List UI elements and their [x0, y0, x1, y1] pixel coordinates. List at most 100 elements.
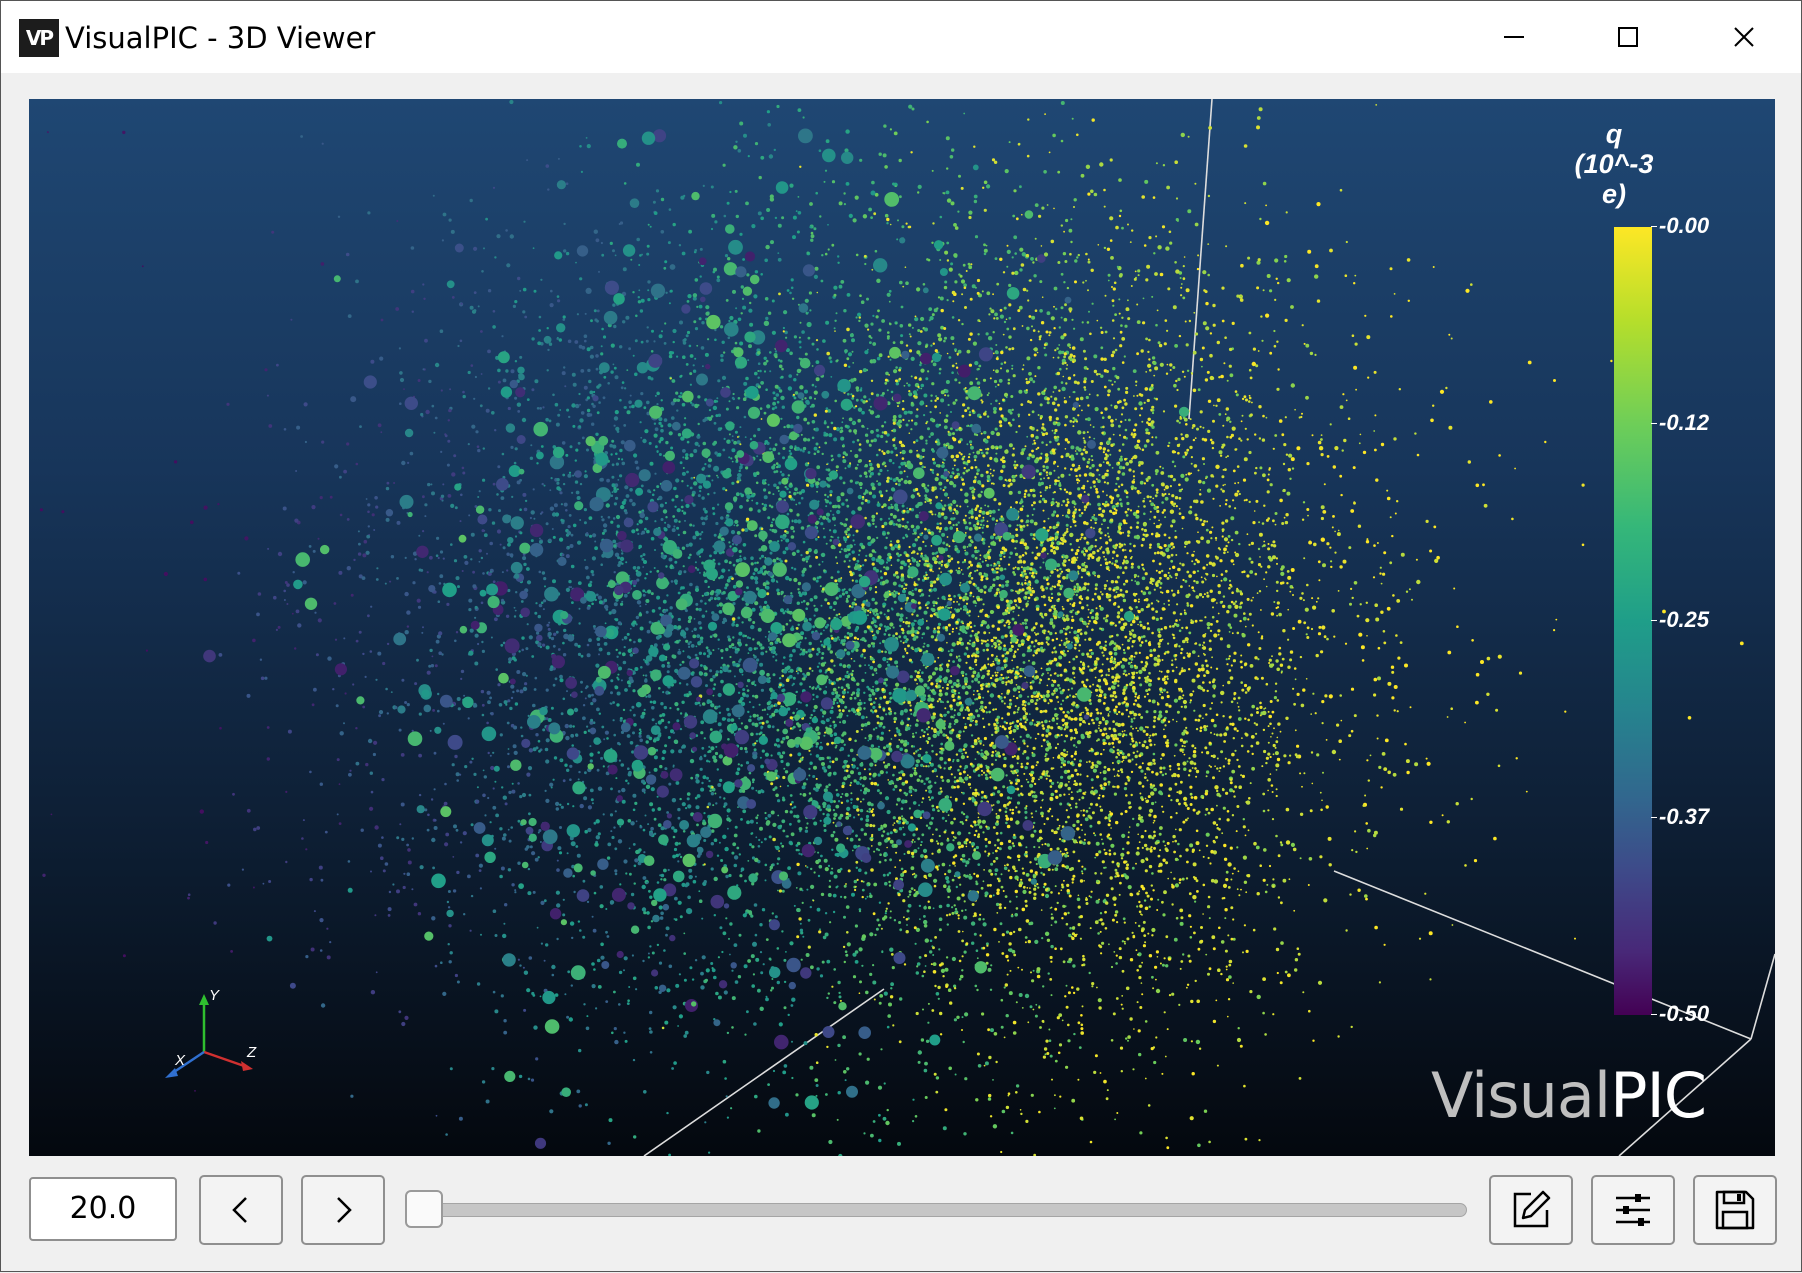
particle [908, 528, 910, 530]
particle [1020, 528, 1024, 532]
particle [320, 949, 323, 952]
particle [1000, 315, 1004, 319]
minimize-button[interactable] [1459, 1, 1569, 73]
particle [859, 1052, 862, 1055]
particle [817, 666, 819, 668]
particle [760, 765, 764, 769]
particle [672, 855, 676, 859]
particle [886, 771, 888, 773]
particle [526, 773, 530, 777]
particle [587, 644, 590, 647]
particle [1247, 257, 1250, 260]
particle [898, 921, 901, 924]
particle [584, 521, 587, 524]
particle [555, 403, 559, 407]
particle [904, 749, 908, 753]
particle [1071, 642, 1073, 644]
particle [436, 1115, 438, 1117]
particle [1073, 1033, 1075, 1035]
particle [1008, 379, 1011, 382]
particle [1312, 434, 1314, 436]
particle [1146, 710, 1149, 713]
particle [597, 310, 600, 313]
particle [487, 691, 491, 695]
particle [940, 842, 943, 845]
particle [617, 674, 619, 676]
particle [571, 534, 574, 537]
particle [796, 374, 798, 376]
particle [1225, 245, 1227, 247]
particle [836, 789, 838, 791]
particle [664, 726, 667, 729]
particle [492, 325, 496, 329]
particle [956, 505, 958, 507]
particle [1143, 921, 1146, 924]
particle [815, 549, 818, 552]
particle [1084, 868, 1087, 871]
particle [645, 517, 649, 521]
particle [1119, 498, 1122, 501]
particle [553, 684, 556, 687]
particle [725, 583, 729, 587]
particle [441, 389, 443, 391]
particle [860, 387, 862, 389]
particle [596, 637, 600, 641]
particle [647, 280, 650, 283]
particle [547, 349, 549, 351]
particle [951, 686, 954, 689]
particle [507, 765, 510, 768]
particle [705, 312, 709, 316]
particle [766, 586, 770, 590]
particle [790, 810, 793, 813]
particle [589, 516, 593, 520]
particle [653, 700, 657, 704]
particle [1170, 799, 1172, 801]
particle [751, 954, 755, 958]
particle [704, 880, 707, 883]
particle [769, 370, 771, 372]
particle [706, 646, 709, 649]
particle [724, 438, 726, 440]
particle [666, 594, 668, 596]
particle [887, 331, 890, 334]
particle [1013, 1031, 1017, 1035]
particle [538, 856, 540, 858]
particle [830, 871, 834, 875]
particle [1283, 443, 1286, 446]
particle [1069, 631, 1071, 633]
3d-render-viewport[interactable]: Y Z X q (10^-3 e) -0.00 -0.12 -0.25 -0.3… [29, 99, 1775, 1156]
particle [791, 998, 795, 1002]
particle [587, 653, 591, 657]
particle [632, 731, 635, 734]
particle [1167, 555, 1171, 559]
particle [804, 1041, 808, 1045]
particle [849, 634, 852, 637]
particle [1065, 821, 1068, 824]
particle [980, 520, 983, 523]
particle [319, 918, 323, 922]
particle [574, 643, 578, 647]
particle [693, 293, 697, 297]
particle [772, 823, 776, 827]
particle [1270, 700, 1273, 703]
particle [1331, 609, 1335, 613]
particle [925, 377, 928, 380]
particle [799, 827, 803, 831]
particle [1038, 846, 1040, 848]
particle [735, 431, 738, 434]
particle [371, 990, 375, 994]
particle [961, 323, 963, 325]
maximize-button[interactable] [1573, 1, 1683, 73]
particle [1009, 317, 1012, 320]
close-button[interactable] [1689, 1, 1799, 73]
particle [795, 504, 797, 506]
particle [671, 826, 675, 830]
particle [691, 630, 693, 632]
particle [1025, 816, 1028, 819]
particle [823, 645, 826, 648]
particle [865, 991, 869, 995]
particle [809, 762, 812, 765]
particle [806, 602, 809, 605]
particle [603, 523, 607, 527]
particle [529, 635, 533, 639]
